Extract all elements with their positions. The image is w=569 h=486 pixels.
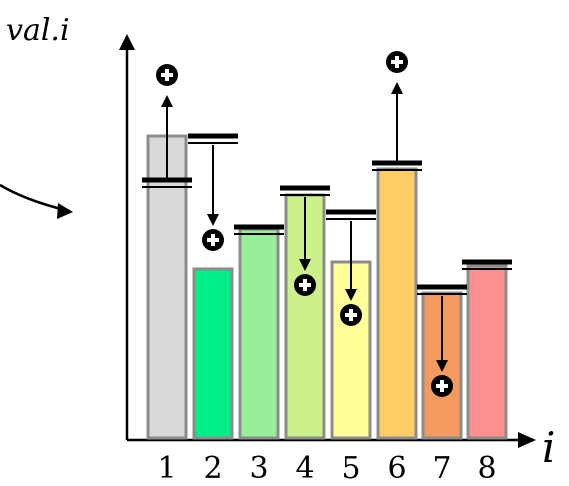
x-tick-label-7: 7	[432, 451, 451, 486]
arrow-head-2	[207, 214, 219, 226]
curved-arrow-icon	[0, 183, 66, 212]
arrow-head-4	[299, 259, 311, 271]
bar-8	[466, 264, 508, 440]
y-axis-arrowhead	[119, 34, 135, 50]
x-tick-label-2: 2	[203, 451, 222, 486]
bar-2	[192, 267, 234, 440]
markers-group	[142, 133, 512, 295]
x-tick-label-5: 5	[341, 451, 360, 486]
arrow-head-6	[391, 82, 403, 94]
x-axis-arrowhead	[518, 432, 536, 448]
plus-icon-bar-v	[395, 56, 399, 68]
arrow-head-7	[436, 360, 448, 372]
plus-icon-bar-v	[165, 69, 169, 81]
bars-group	[146, 134, 508, 440]
plus-icon-bar-v	[211, 234, 215, 246]
x-tick-label-6: 6	[387, 451, 406, 486]
plus-icon-bar-v	[303, 279, 307, 291]
arrow-head-5	[345, 289, 357, 301]
x-tick-label-1: 1	[157, 451, 176, 486]
plus-icons-group	[156, 51, 453, 397]
x-tick-label-3: 3	[249, 451, 268, 486]
bar-3	[238, 227, 280, 440]
x-tick-label-4: 4	[295, 451, 314, 486]
plus-icon-bar-v	[349, 309, 353, 321]
arrow-head-1	[161, 95, 173, 107]
y-axis-label: val.i	[6, 13, 70, 48]
x-axis-label: i	[542, 423, 555, 472]
curved-arrow-icon-head	[57, 203, 73, 219]
arrows-group	[161, 82, 448, 372]
bar-6	[376, 167, 418, 440]
x-tick-label-8: 8	[477, 451, 496, 486]
plus-icon-bar-v	[440, 380, 444, 392]
